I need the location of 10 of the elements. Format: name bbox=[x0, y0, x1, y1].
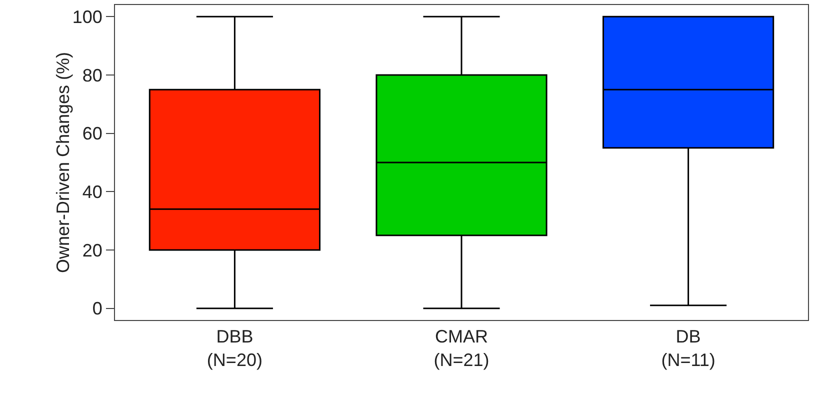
y-tick-label: 20 bbox=[82, 240, 102, 260]
y-tick-label: 100 bbox=[72, 6, 102, 27]
x-tick-label: CMAR (N=21) bbox=[434, 326, 490, 370]
y-tick-label: 40 bbox=[82, 182, 102, 202]
x-tick-label: DB (N=11) bbox=[661, 326, 716, 370]
x-tick-label: DBB (N=20) bbox=[206, 326, 262, 370]
y-axis-title: Owner-Driven Changes (%) bbox=[53, 52, 73, 274]
y-tick-label: 60 bbox=[82, 124, 102, 144]
y-tick-label: 80 bbox=[82, 65, 102, 86]
y-tick-label: 0 bbox=[92, 298, 102, 319]
